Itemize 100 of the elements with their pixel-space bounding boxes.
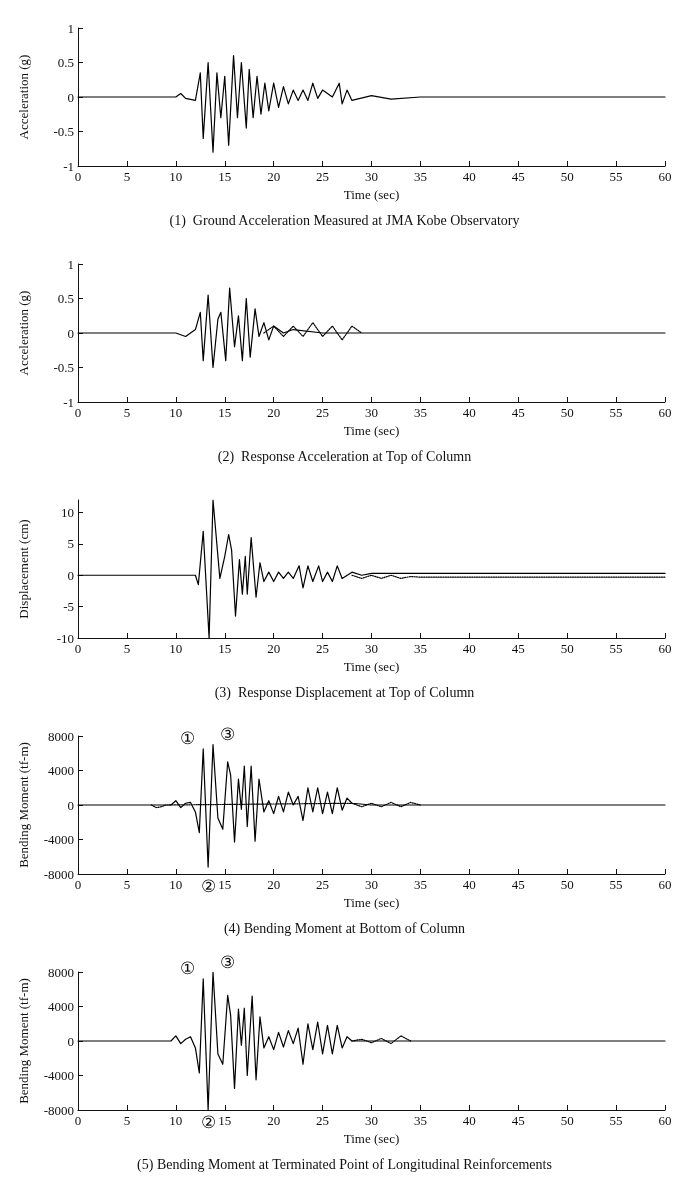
x-tick-label: 35: [413, 405, 427, 420]
x-tick-label: 15: [218, 1113, 232, 1128]
y-tick-label: -4000: [43, 1068, 74, 1083]
x-tick-label: 10: [169, 877, 183, 892]
y-tick-label: 0: [67, 1033, 74, 1049]
x-tick-label: 25: [316, 877, 330, 892]
line-series: [77, 744, 666, 868]
annotation: ③: [219, 725, 235, 745]
x-tick-label: 45: [511, 641, 525, 656]
x-tick-label: 15: [218, 641, 232, 656]
x-tick-label: 55: [609, 169, 623, 184]
y-tick-label: 0: [67, 567, 74, 583]
x-tick-label: 25: [316, 1113, 330, 1128]
x-tick-label: 20: [267, 1113, 281, 1128]
x-tick-label: 45: [511, 877, 525, 892]
x-tick-label: 10: [169, 1113, 183, 1128]
text: (2) Response Acceleration at Top of Column: [217, 448, 472, 465]
x-tick-label: 5: [123, 405, 131, 420]
x-tick-label: 20: [267, 877, 281, 892]
x-axis-title: Time (sec): [343, 1131, 400, 1146]
x-tick-label: 25: [316, 405, 330, 420]
x-tick-label: 35: [413, 877, 427, 892]
x-tick-label: 55: [609, 1113, 623, 1128]
text: (3) Response Displacement at Top of Column: [214, 684, 475, 701]
x-tick-label: 35: [413, 641, 427, 656]
y-tick-label: 0: [67, 325, 74, 341]
annotation: ①: [179, 959, 195, 979]
x-tick-label: 40: [462, 1113, 476, 1128]
x-tick-label: 15: [218, 405, 232, 420]
x-tick-label: 50: [560, 405, 574, 420]
y-tick-label: -1: [63, 158, 74, 174]
y-tick-label: -4000: [43, 832, 74, 847]
x-tick-label: 55: [609, 877, 623, 892]
x-tick-label: 40: [462, 641, 476, 656]
y-tick-label: 0: [67, 797, 74, 813]
y-tick-label: 4000: [48, 999, 74, 1014]
text: (5) Bending Moment at Terminated Point of Longitudinal Reinforcements: [137, 1156, 552, 1173]
x-axis-title: Time (sec): [343, 895, 400, 910]
y-tick-label: 8000: [48, 728, 74, 744]
annotation: ③: [219, 952, 235, 972]
x-tick-label: 30: [365, 169, 378, 184]
x-tick-label: 35: [413, 169, 427, 184]
y-tick-label: 10: [61, 505, 74, 521]
x-tick-label: 40: [462, 405, 476, 420]
x-tick-label: 45: [511, 1113, 525, 1128]
y-tick-label: 0.5: [57, 291, 74, 306]
x-tick-label: 40: [462, 169, 476, 184]
x-tick-label: 35: [413, 1113, 427, 1128]
x-tick-label: 50: [560, 877, 574, 892]
x-tick-label: 25: [316, 641, 330, 656]
x-axis-title: Time (sec): [343, 187, 400, 202]
x-tick-label: 20: [267, 641, 281, 656]
y-axis-title: Displacement (cm): [16, 519, 31, 619]
line-series: [351, 1035, 412, 1045]
x-tick-label: 55: [609, 641, 623, 656]
y-tick-label: -1: [63, 394, 74, 410]
x-tick-label: 60: [658, 641, 672, 656]
y-axis-title: Bending Moment (tf-m): [16, 978, 31, 1104]
y-tick-label: -8000: [43, 1102, 74, 1118]
x-tick-label: 40: [462, 877, 476, 892]
x-tick-label: 45: [511, 169, 525, 184]
y-tick-label: 1: [67, 256, 74, 272]
x-tick-label: 20: [267, 405, 281, 420]
x-tick-label: 20: [267, 169, 281, 184]
x-tick-label: 45: [511, 405, 525, 420]
x-tick-label: 10: [169, 641, 183, 656]
y-axis-title: Acceleration (g): [16, 54, 31, 140]
x-tick-label: 10: [169, 169, 183, 184]
x-tick-label: 60: [658, 1113, 672, 1128]
x-tick-label: 25: [316, 169, 330, 184]
x-tick-label: 30: [365, 641, 378, 656]
x-tick-label: 50: [560, 1113, 574, 1128]
y-tick-label: 0.5: [57, 55, 74, 70]
y-tick-label: 1: [67, 20, 74, 36]
y-tick-label: 8000: [48, 964, 74, 980]
x-tick-label: 60: [658, 877, 672, 892]
x-tick-label: 15: [218, 169, 232, 184]
x-tick-label: 30: [365, 877, 378, 892]
y-tick-label: -0.5: [53, 124, 74, 139]
y-tick-label: -10: [56, 630, 74, 646]
text: (1) Ground Acceleration Measured at JMA Kobe Observatory: [169, 212, 520, 229]
x-tick-label: 10: [169, 405, 183, 420]
x-tick-label: 30: [365, 405, 378, 420]
x-tick-label: 15: [218, 877, 232, 892]
x-tick-label: 5: [123, 877, 131, 892]
x-tick-label: 5: [123, 169, 131, 184]
line-series: [77, 55, 666, 153]
x-tick-label: 5: [123, 1113, 131, 1128]
x-tick-label: 60: [658, 169, 672, 184]
annotation: ②: [200, 1112, 216, 1132]
x-tick-label: 55: [609, 405, 623, 420]
y-tick-label: -5: [63, 599, 74, 615]
annotation: ①: [179, 729, 195, 749]
x-tick-label: 50: [560, 641, 574, 656]
x-axis-title: Time (sec): [343, 659, 400, 674]
y-tick-label: 0: [67, 89, 74, 105]
line-series: [263, 322, 363, 341]
x-tick-label: 60: [658, 405, 672, 420]
x-tick-label: 5: [123, 641, 131, 656]
y-axis-title: Bending Moment (tf-m): [16, 742, 31, 868]
